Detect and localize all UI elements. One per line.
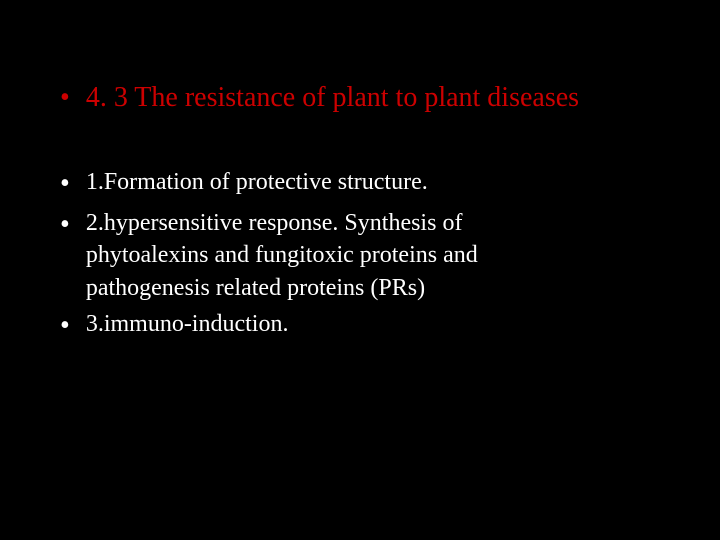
body-text: 2.hypersensitive response. Synthesis of	[86, 207, 478, 239]
slide-title: 4. 3 The resistance of plant to plant di…	[86, 80, 579, 116]
slide-container: • 4. 3 The resistance of plant to plant …	[0, 0, 720, 388]
body-bullet: •	[60, 207, 70, 243]
list-item: • 1.Formation of protective structure.	[60, 166, 660, 202]
title-row: • 4. 3 The resistance of plant to plant …	[60, 80, 660, 116]
body-text: phytoalexins and fungitoxic proteins and	[86, 239, 478, 271]
body-text: 3.immuno-induction.	[86, 308, 289, 340]
body-text: pathogenesis related proteins (PRs)	[86, 272, 478, 304]
list-item: • 3.immuno-induction.	[60, 308, 660, 344]
list-item: • 2.hypersensitive response. Synthesis o…	[60, 207, 660, 304]
body-text: 1.Formation of protective structure.	[86, 166, 428, 198]
body-bullet: •	[60, 166, 70, 202]
body-text-wrap: 2.hypersensitive response. Synthesis of …	[86, 207, 478, 304]
body-bullet: •	[60, 308, 70, 344]
title-bullet: •	[60, 80, 70, 116]
body-list: • 1.Formation of protective structure. •…	[60, 166, 660, 344]
